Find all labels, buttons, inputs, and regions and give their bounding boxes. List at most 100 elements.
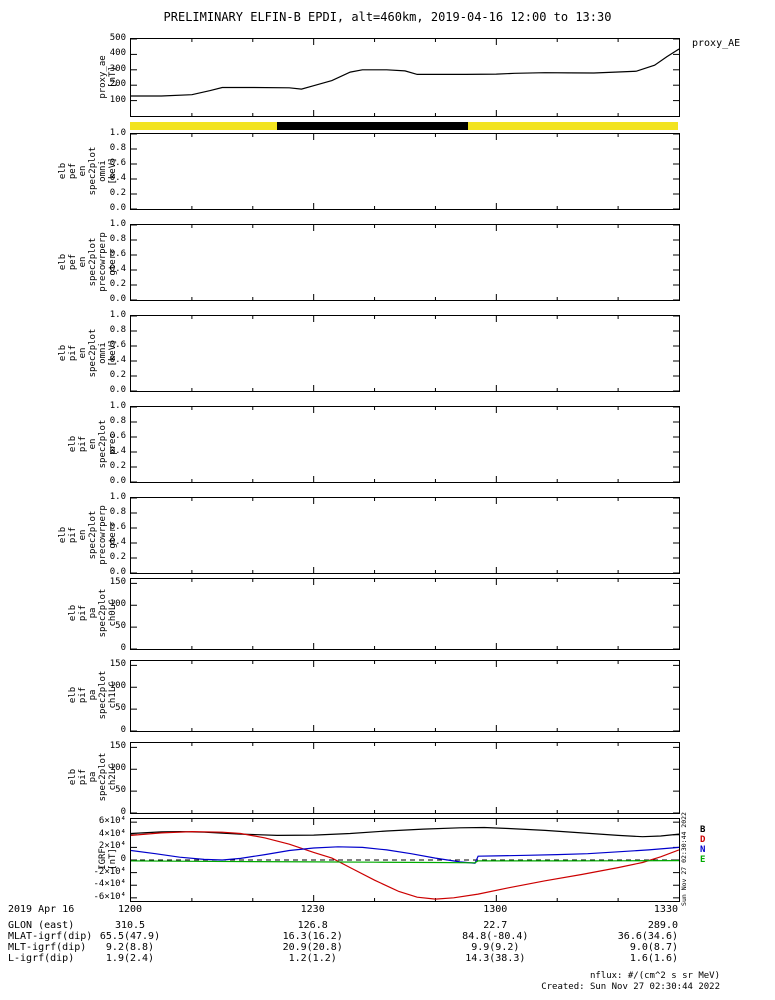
ylabel-line: elb bbox=[58, 253, 68, 270]
ytick-label: 0.8 bbox=[109, 234, 126, 244]
ylabel-line: spec2plot bbox=[98, 752, 108, 802]
panel-canvas-proxy-ae bbox=[131, 39, 679, 116]
axis-row-label: MLT-igrf(dip) bbox=[8, 942, 87, 953]
ytick-label: 0.2 bbox=[109, 370, 126, 380]
ytick-label: 0.2 bbox=[109, 552, 126, 562]
side-timestamp: Sun Nov 27 02:30:44 2022 bbox=[680, 812, 688, 906]
ytick-label: 0.4 bbox=[109, 264, 126, 274]
ytick-label: -2×10⁴ bbox=[93, 866, 126, 877]
axis-row-label: GLON (east) bbox=[8, 920, 75, 931]
ytick-label: 0.0 bbox=[109, 385, 126, 395]
ylabel-line: precowrperp bbox=[98, 231, 108, 292]
panel-pef-en-spec2plot-precowrperp-gterr bbox=[130, 224, 680, 301]
table-cell: 126.8 bbox=[297, 920, 328, 931]
axis-row-label: L-igrf(dip) bbox=[8, 953, 75, 964]
ytick-label: 0.0 bbox=[109, 567, 126, 577]
igrf-legend-D: D bbox=[700, 835, 706, 845]
ytick-label: 0 bbox=[120, 854, 126, 864]
ytick-label: 6×10⁴ bbox=[98, 816, 126, 827]
ylabel-pef-en-spec2plot-omni: elb pef en spec2plot omni [keV] bbox=[58, 146, 118, 195]
ylabel-line: IGRF bbox=[98, 848, 108, 870]
ytick-label: -4×10⁴ bbox=[93, 879, 126, 890]
ytick-label: 0.2 bbox=[109, 188, 126, 198]
status-bar bbox=[130, 122, 678, 130]
ytick-label: 0.8 bbox=[109, 416, 126, 426]
ylabel-line: spec2plot bbox=[88, 237, 98, 286]
table-cell: 9.0(8.7) bbox=[629, 942, 678, 953]
igrf-legend-N: N bbox=[700, 845, 706, 855]
ylabel-line: [keV] bbox=[108, 338, 118, 367]
ytick-label: 0.4 bbox=[109, 446, 126, 456]
ylabel-line: pa bbox=[88, 689, 98, 701]
table-cell: 20.9(20.8) bbox=[282, 942, 343, 953]
xtick-label: 1230 bbox=[300, 904, 325, 915]
ylabel-line: elb bbox=[58, 526, 68, 543]
ytick-label: 100 bbox=[109, 599, 126, 610]
nflux-units-note: nflux: #/(cm^2 s sr MeV) bbox=[589, 971, 720, 981]
panel-canvas-pif-en-spec2plot-prec bbox=[131, 407, 679, 482]
table-cell: 16.3(16.2) bbox=[282, 931, 343, 942]
ytick-label: 0.6 bbox=[109, 522, 126, 532]
ylabel-line: elb bbox=[68, 604, 78, 622]
ytick-label: 1.0 bbox=[109, 128, 126, 138]
xtick-label: 1200 bbox=[117, 904, 143, 915]
ylabel-line: pef bbox=[68, 253, 78, 270]
table-cell: 36.6(34.6) bbox=[617, 931, 678, 942]
ylabel-line: spec2plot bbox=[98, 419, 108, 468]
ylabel-line: elb bbox=[58, 162, 68, 179]
ylabel-line: pa bbox=[88, 771, 98, 783]
ylabel-line: elb bbox=[58, 344, 68, 361]
ytick-label: 0.2 bbox=[109, 461, 126, 471]
ylabel-line: pef bbox=[68, 162, 78, 179]
ylabel-line: proxy_ae bbox=[98, 54, 108, 99]
table-cell: 9.2(8.8) bbox=[105, 942, 155, 953]
ylabel-line: elb bbox=[68, 435, 78, 452]
ytick-label: 400 bbox=[109, 48, 126, 59]
ytick-label: 150 bbox=[109, 577, 126, 588]
ylabel-line: elb bbox=[68, 768, 78, 786]
panel-pif-pa-spec2plot-ch0LC bbox=[130, 578, 680, 650]
ytick-label: 0.0 bbox=[109, 294, 126, 304]
panel-pif-en-spec2plot-omni bbox=[130, 315, 680, 392]
ytick-label: 200 bbox=[109, 79, 126, 90]
ylabel-line: [nT] bbox=[108, 65, 118, 88]
ytick-label: 1.0 bbox=[109, 219, 126, 229]
ytick-label: 50 bbox=[115, 703, 126, 714]
xtick-label: 1330 bbox=[653, 904, 678, 915]
ytick-label: 100 bbox=[109, 681, 126, 692]
ylabel-line: en bbox=[78, 347, 88, 358]
ylabel-line: en bbox=[78, 256, 88, 267]
ylabel-line: elb bbox=[68, 686, 78, 704]
ylabel-line: [nT] bbox=[108, 848, 118, 870]
table-cell: 14.3(38.3) bbox=[465, 953, 526, 964]
ylabel-pif-pa-spec2plot-ch2LC: elb pif pa spec2plot ch2LC bbox=[68, 753, 118, 802]
plot-title: PRELIMINARY ELFIN-B EPDI, alt=460km, 201… bbox=[163, 10, 612, 24]
ytick-label: 0.8 bbox=[109, 143, 126, 153]
ytick-label: -6×10⁴ bbox=[93, 891, 126, 902]
ytick-label: 0.4 bbox=[109, 173, 126, 183]
ylabel-line: spec2plot bbox=[88, 328, 98, 377]
ylabel-line: en bbox=[78, 529, 88, 540]
series-igrf-N bbox=[131, 846, 679, 864]
ytick-label: 4×10⁴ bbox=[98, 828, 126, 839]
ylabel-line: ch1LC bbox=[108, 681, 118, 709]
ylabel-line: ch0LC bbox=[108, 599, 118, 627]
ytick-label: 500 bbox=[109, 33, 126, 43]
ytick-label: 50 bbox=[115, 621, 126, 632]
panel-canvas-igrf bbox=[131, 819, 679, 901]
axis-row-label: MLAT-igrf(dip) bbox=[8, 931, 93, 942]
ylabel-line: pif bbox=[78, 604, 88, 622]
ylabel-line: spec2plot bbox=[88, 510, 98, 559]
status-bar-black-segment bbox=[276, 122, 469, 130]
series-proxy_ae bbox=[131, 48, 679, 97]
panel-canvas-pif-pa-spec2plot-ch2LC bbox=[131, 743, 679, 813]
ylabel-line: precowrperp bbox=[98, 504, 108, 565]
ytick-label: 0 bbox=[120, 725, 126, 735]
table-cell: 289.0 bbox=[647, 920, 678, 931]
ytick-label: 2×10⁴ bbox=[98, 841, 126, 852]
ylabel-line: pa bbox=[88, 607, 98, 619]
panel-proxy-ae bbox=[130, 38, 680, 117]
panel-canvas-pef-en-spec2plot-omni bbox=[131, 134, 679, 209]
ylabel-line: pif bbox=[78, 435, 88, 452]
panel-igrf bbox=[130, 818, 680, 902]
